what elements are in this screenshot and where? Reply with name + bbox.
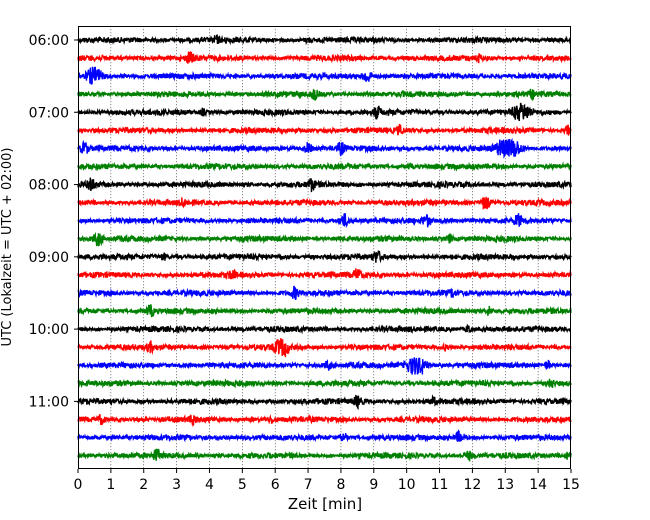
x-tick-label: 4 [205,477,214,493]
trace-line [77,413,572,428]
x-tick-label: 3 [172,477,181,493]
x-axis-label: Zeit [min] [288,495,362,513]
x-tick-label: 0 [74,477,83,493]
trace-line [77,196,572,210]
trace-line [77,357,572,375]
trace-line [77,161,572,172]
trace-line [77,177,572,193]
trace-layer [77,34,572,462]
trace-line [77,429,572,443]
y-tick-label: 06:00 [29,33,69,49]
trace-line [77,394,572,411]
x-tick-label: 1 [106,477,115,493]
trace-line [77,268,572,281]
trace-line [77,34,572,46]
y-tick-label: 11:00 [29,394,69,410]
trace-line [77,137,572,159]
grid [110,26,539,469]
y-tick-label: 09:00 [29,250,69,266]
trace-line [77,66,572,85]
trace-line [77,285,572,301]
y-tick-label: 08:00 [29,178,69,194]
x-tick-label: 9 [369,477,378,493]
trace-line [77,88,572,102]
x-tick-label: 7 [304,477,313,493]
trace-line [77,250,572,264]
x-tick-label: 12 [463,477,481,493]
trace-line [77,304,572,318]
trace-line [77,213,572,228]
y-axis-label: UTC (Lokalzeit = UTC + 02:00) [0,148,15,347]
trace-line [77,323,572,335]
x-tick-label: 15 [562,477,580,493]
trace-line [77,231,572,247]
x-tick-label: 6 [271,477,280,493]
x-tick-label: 13 [496,477,514,493]
x-axis-ticks: 0 1 2 3 4 5 6 7 8 9 10 11 12 13 14 15 [74,469,580,493]
x-tick-label: 10 [398,477,416,493]
y-axis-ticks: 06:00 07:00 08:00 09:00 10:00 11:00 [29,33,78,410]
trace-line [77,50,572,64]
x-tick-label: 14 [529,477,547,493]
trace-line [77,448,572,462]
y-tick-label: 10:00 [29,322,69,338]
trace-line [77,102,572,122]
x-tick-label: 8 [336,477,345,493]
x-tick-label: 11 [431,477,449,493]
trace-line [77,338,572,358]
x-tick-label: 2 [139,477,148,493]
plot-frame [78,26,571,469]
trace-line [77,378,572,389]
trace-line [77,123,572,136]
x-tick-label: 5 [238,477,247,493]
y-tick-label: 07:00 [29,105,69,121]
